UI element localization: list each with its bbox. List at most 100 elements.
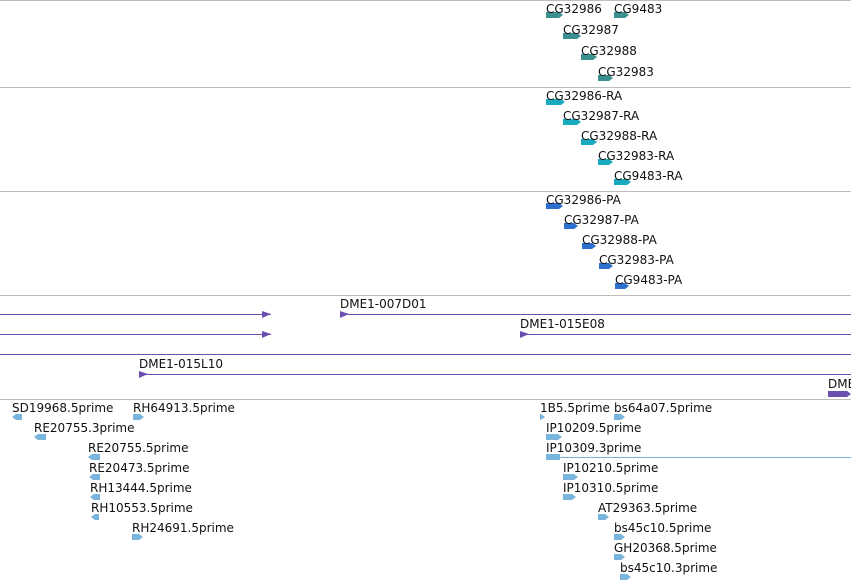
transcript-feature[interactable]: [614, 179, 631, 185]
feature-label: CG32983-PA: [599, 253, 674, 267]
feature-block: [614, 179, 631, 185]
est-feature[interactable]: [563, 474, 578, 480]
feature-label: DME1-015E08: [520, 317, 605, 331]
track-divider: [0, 295, 851, 296]
est-feature[interactable]: [540, 414, 545, 420]
gene-feature[interactable]: [598, 75, 613, 81]
track-divider: [0, 87, 851, 88]
feature-label: IP10310.5prime: [563, 481, 659, 495]
feature-label: RH64913.5prime: [133, 401, 235, 415]
feature-block: [581, 54, 597, 60]
feature-label: CG32988-RA: [581, 129, 658, 143]
est-feature[interactable]: [546, 454, 851, 460]
clone-feature[interactable]: [139, 371, 851, 378]
feature-label: CG32986: [546, 2, 602, 16]
feature-label: GH20368.5prime: [614, 541, 717, 555]
feature-label: CG9483-RA: [614, 169, 683, 183]
feature-line: [0, 354, 851, 355]
feature-block: [88, 454, 100, 460]
est-feature[interactable]: [12, 414, 22, 420]
feature-block: [90, 494, 100, 500]
feature-label: CG32988: [581, 44, 637, 58]
feature-block: [563, 119, 581, 125]
feature-label: CG32988-PA: [582, 233, 657, 247]
feature-label: DME: [828, 377, 851, 391]
clone-feature[interactable]: [0, 311, 271, 318]
feature-block: [582, 243, 596, 249]
feature-label: CG32986-RA: [546, 89, 623, 103]
transcript-feature[interactable]: [546, 99, 565, 105]
feature-block: [620, 574, 631, 580]
feature-label: CG32983: [598, 65, 654, 79]
feature-label: bs64a07.5prime: [614, 401, 713, 415]
gene-feature[interactable]: [563, 33, 581, 39]
est-feature[interactable]: [546, 434, 562, 440]
feature-block: [598, 159, 613, 165]
feature-block: [132, 534, 143, 540]
feature-label: RH10553.5prime: [91, 501, 193, 515]
clone-feature[interactable]: [0, 354, 851, 355]
feature-label: CG32986-PA: [546, 193, 621, 207]
feature-label: RE20755.5prime: [88, 441, 189, 455]
feature-line: [560, 457, 851, 458]
feature-label: CG9483-PA: [615, 273, 683, 287]
feature-label: DME1-007D01: [340, 297, 427, 311]
feature-label: CG32987-PA: [564, 213, 639, 227]
clone-feature[interactable]: [340, 311, 851, 318]
feature-label: RE20473.5prime: [89, 461, 190, 475]
feature-line: [139, 374, 851, 375]
est-feature[interactable]: [133, 414, 144, 420]
feature-block: [563, 33, 581, 39]
track-divider: [0, 399, 851, 400]
transcript-feature[interactable]: [563, 119, 581, 125]
est-feature[interactable]: [132, 534, 143, 540]
feature-block: [563, 494, 576, 500]
feature-block: [599, 263, 613, 269]
strand-arrow-icon: [139, 371, 148, 378]
transcript-feature[interactable]: [598, 159, 613, 165]
gene-feature[interactable]: [614, 12, 629, 18]
feature-label: IP10309.3prime: [546, 441, 642, 455]
feature-line: [520, 334, 851, 335]
est-feature[interactable]: [614, 534, 625, 540]
feature-label: IP10210.5prime: [563, 461, 659, 475]
transcript-feature[interactable]: [581, 139, 597, 145]
gene-feature[interactable]: [546, 12, 563, 18]
feature-block: [546, 454, 560, 460]
est-feature[interactable]: [620, 574, 631, 580]
protein-feature[interactable]: [564, 223, 578, 229]
clone-feature[interactable]: [520, 331, 851, 338]
est-feature[interactable]: [34, 434, 46, 440]
feature-block: [563, 474, 578, 480]
protein-feature[interactable]: [546, 203, 563, 209]
protein-feature[interactable]: [599, 263, 613, 269]
est-feature[interactable]: [90, 494, 100, 500]
est-feature[interactable]: [91, 514, 99, 520]
est-feature[interactable]: [614, 554, 625, 560]
est-feature[interactable]: [89, 474, 100, 480]
strand-arrow-icon: [262, 331, 271, 338]
est-feature[interactable]: [614, 414, 625, 420]
protein-feature[interactable]: [615, 283, 629, 289]
est-feature[interactable]: [88, 454, 100, 460]
clone-feature[interactable]: [828, 391, 851, 397]
feature-block: [546, 99, 565, 105]
est-feature[interactable]: [598, 514, 609, 520]
feature-block: [614, 414, 625, 420]
feature-block: [581, 139, 597, 145]
clone-feature[interactable]: [0, 331, 271, 338]
feature-label: bs45c10.5prime: [614, 521, 712, 535]
feature-label: bs45c10.3prime: [620, 561, 718, 575]
feature-label: DME1-015L10: [139, 357, 223, 371]
est-feature[interactable]: [563, 494, 576, 500]
protein-feature[interactable]: [582, 243, 596, 249]
feature-label: RH13444.5prime: [90, 481, 192, 495]
gene-feature[interactable]: [581, 54, 597, 60]
feature-block: [598, 514, 609, 520]
feature-block: [546, 12, 563, 18]
